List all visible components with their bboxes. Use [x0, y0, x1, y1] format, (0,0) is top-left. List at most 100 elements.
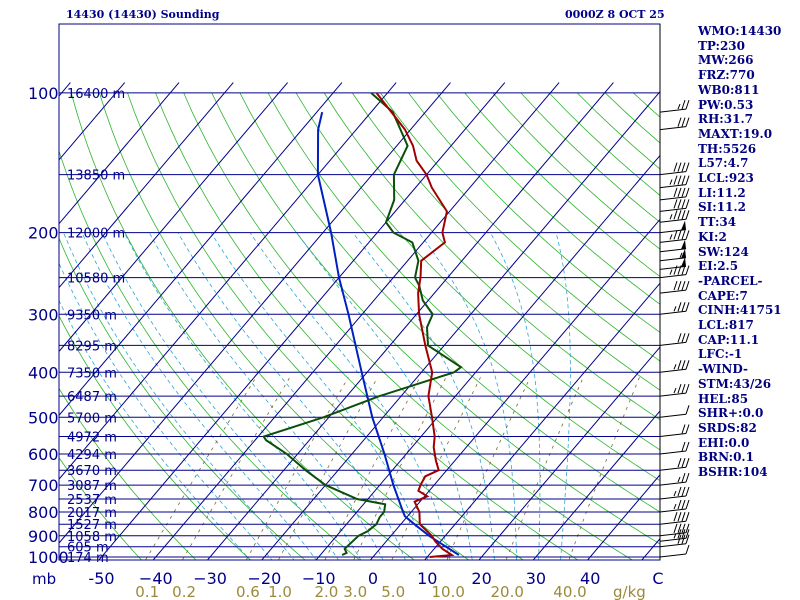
index-row: WB0:811: [698, 82, 760, 97]
wind-barb-shaft: [659, 520, 687, 525]
index-row: RH:31.7: [698, 112, 753, 127]
moist-adiabat: [296, 232, 473, 560]
index-row: PW:0.53: [698, 97, 754, 112]
isotherm-line: [532, 410, 660, 560]
isotherm-line: [369, 218, 660, 560]
sounding-time: 0000Z 8 OCT 25: [565, 8, 665, 21]
wind-barb-shaft: [659, 495, 687, 500]
wind-barb: [659, 405, 690, 418]
wind-barb-full: [681, 99, 686, 110]
temperature-tick-label: 0: [368, 569, 378, 588]
dry-adiabat: [59, 315, 252, 560]
wind-barb-full: [685, 199, 690, 209]
wind-barb: [659, 210, 690, 223]
wind-barb-shaft: [659, 543, 687, 548]
wind-barb-shaft: [659, 207, 687, 212]
temperature-tick-label: −20: [248, 569, 282, 588]
wind-barb-full: [677, 187, 682, 198]
wind-barb-full: [673, 175, 678, 185]
wind-barb-flag: [681, 220, 686, 231]
wind-barb: [659, 523, 690, 537]
wind-barb-shaft: [659, 274, 687, 279]
dry-adiabat: [70, 92, 415, 560]
moist-adiabat: [101, 232, 339, 560]
plot-frame: [58, 23, 661, 561]
dry-adiabat: [295, 92, 660, 451]
mixing-ratio-line: [505, 377, 584, 560]
wind-barb-full: [685, 117, 690, 127]
wind-barb-full: [681, 424, 686, 434]
wind-barb-full: [677, 486, 682, 497]
height-label: 7350 m: [67, 366, 117, 381]
temperature-tick-label: 30: [526, 569, 546, 588]
wind-barb-full: [685, 499, 690, 510]
wind-barb-full: [673, 187, 678, 198]
wind-barb-full: [681, 458, 686, 468]
sounding-title: 14430 (14430) Sounding: [66, 8, 220, 21]
wind-barb-shaft: [659, 196, 687, 201]
wind-barb: [659, 175, 690, 189]
wind-barb-full: [673, 230, 678, 240]
moist-adiabat: [59, 299, 251, 560]
wind-barb-shaft: [659, 433, 687, 437]
wind-barb-full: [685, 187, 690, 198]
wind-barb-full: [681, 210, 686, 220]
wind-barb-full: [685, 280, 690, 291]
wind-barb-full: [681, 512, 686, 522]
wind-barb-full: [685, 405, 690, 415]
wind-barb: [659, 499, 690, 513]
wind-barb: [659, 360, 690, 373]
index-row: HEL:85: [698, 391, 749, 406]
pressure-label: 1000: [28, 548, 69, 567]
mixing-ratio-label: 10.0: [431, 583, 464, 600]
sounding-profiles: [262, 92, 463, 558]
mixing-ratio-line: [277, 377, 379, 560]
wind-barb-shaft: [659, 238, 687, 243]
wind-barb-half: [677, 476, 681, 483]
wind-barb-full: [685, 230, 690, 240]
isotherm-line: [261, 90, 660, 560]
dry-adiabat: [408, 92, 660, 333]
dry-adiabats: [59, 92, 660, 560]
wind-barb-shaft: [659, 450, 687, 455]
wind-barb: [659, 333, 690, 346]
wind-barb-full: [681, 117, 686, 127]
dewpoint-trace: [262, 92, 463, 556]
moist-adiabat: [555, 232, 571, 560]
isotherm-line: [59, 82, 343, 417]
index-row: LCL:817: [698, 318, 754, 333]
wind-barb-full: [681, 499, 686, 510]
dry-adiabat: [59, 237, 306, 560]
wind-barb: [659, 458, 690, 471]
isotherm-line: [59, 82, 180, 225]
wind-barb-full: [685, 512, 690, 522]
wind-barb-full: [677, 499, 682, 510]
index-row: LCL:923: [698, 171, 754, 186]
wind-barb: [659, 99, 690, 113]
height-label: 2537 m: [67, 493, 117, 508]
wind-barb-full: [681, 162, 686, 172]
wind-barb: [659, 117, 690, 131]
isotherm-line: [59, 82, 451, 544]
pressure-label: 100: [28, 84, 59, 103]
moist-adiabat: [210, 232, 429, 560]
dry-adiabat: [127, 92, 524, 560]
wind-barb-full: [681, 302, 686, 312]
height-label: 9350 m: [67, 308, 117, 323]
temperature-tick-label: 10: [417, 569, 437, 588]
moist-adiabat: [59, 262, 273, 560]
index-row: KI:2: [698, 229, 727, 244]
wind-barb-half: [677, 103, 681, 110]
index-row: EHI:0.0: [698, 435, 750, 450]
mixing-ratio-line: [568, 377, 640, 560]
wind-barb-full: [673, 199, 678, 209]
wind-barb-shaft: [659, 392, 687, 397]
dry-adiabat: [436, 92, 660, 305]
wind-barb-full: [685, 529, 690, 539]
wind-barb-full: [677, 210, 682, 220]
moist-adiabat: [418, 232, 517, 560]
mixing-ratio-label: 0.2: [172, 583, 196, 600]
wind-barb-half: [669, 179, 673, 185]
wind-barb-flag: [681, 248, 686, 259]
mixing-ratio-label: 20.0: [490, 583, 523, 600]
